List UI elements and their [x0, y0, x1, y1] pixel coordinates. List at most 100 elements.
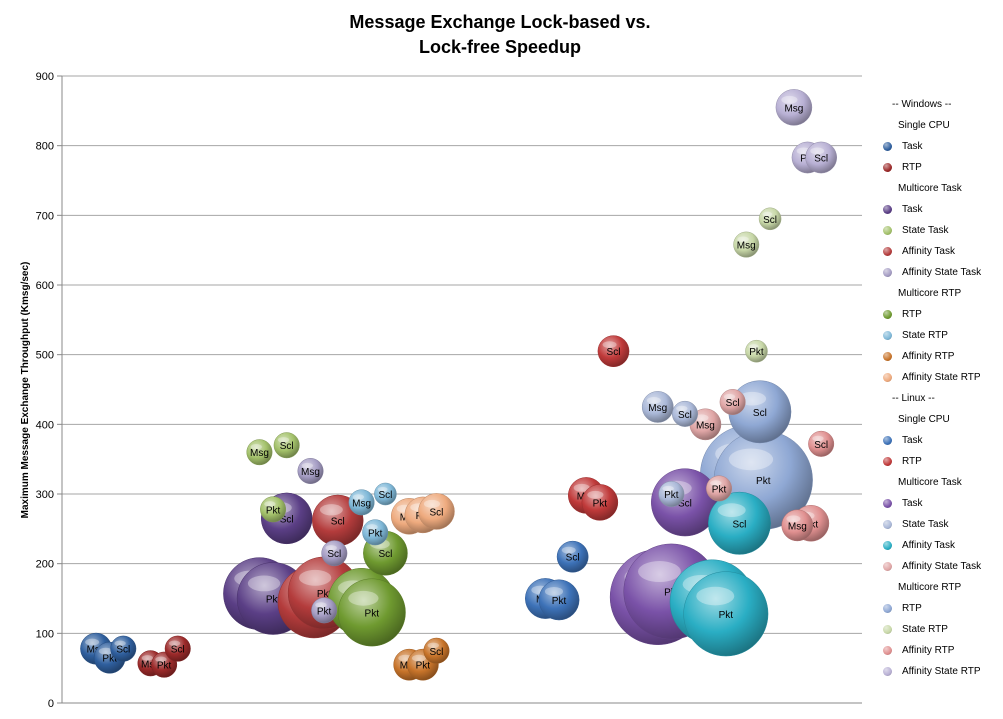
- bubble-windows-state-task-pkt: Pkt: [260, 496, 287, 523]
- bubble-label: Pkt: [552, 596, 567, 607]
- bubble-linux-affinity-state-task-pkt: Pkt: [706, 475, 732, 502]
- bubble-label: Pkt: [749, 347, 764, 358]
- bubble-highlight: [662, 485, 674, 492]
- legend-swatch: [883, 541, 892, 550]
- bubble-linux-task-pkt: Pkt: [538, 579, 580, 621]
- bubble-highlight: [723, 393, 736, 400]
- legend-item: State RTP: [880, 619, 1000, 640]
- legend-label: Multicore RTP: [898, 288, 962, 299]
- bubble-mark: [260, 496, 287, 523]
- legend-swatch: [883, 604, 892, 613]
- legend-label: Task: [902, 498, 923, 509]
- bubble-windows-affinity-state-task-msg: Msg: [297, 458, 324, 484]
- bubble-label: Msg: [250, 448, 269, 459]
- bubble-label: Pkt: [712, 484, 727, 495]
- bubble-linux-affinity-task-pkt: Pkt: [683, 571, 769, 657]
- legend-group: Multicore Task: [880, 178, 1000, 199]
- bubble-label: Pkt: [664, 490, 679, 501]
- bubble-mark: [273, 432, 300, 459]
- bubble-mark: [672, 400, 698, 427]
- bubble-linux-affinity-rtp-msg: Msg: [781, 509, 814, 542]
- bubble-highlight: [638, 561, 681, 583]
- bubble-highlight: [762, 211, 773, 217]
- bubble-highlight: [114, 640, 126, 647]
- bubble-mark: [311, 597, 338, 624]
- bubble-highlight: [676, 405, 688, 412]
- bubble-label: Scl: [116, 645, 130, 656]
- bubble-highlight: [423, 499, 441, 508]
- legend-label: -- Windows --: [892, 99, 952, 110]
- bubble-highlight: [315, 602, 327, 608]
- legend-item: State RTP: [880, 325, 1000, 346]
- y-tick-label: 500: [36, 350, 54, 362]
- bubble-label: Msg: [352, 498, 371, 509]
- legend-label: Task: [902, 435, 923, 446]
- bubbles: MsgPktMsgPktMsgPktMsgPktMsgPktMsgPktSclS…: [80, 89, 837, 681]
- bubble-mark: [538, 579, 580, 621]
- bubble-label: Scl: [331, 516, 345, 527]
- bubble-windows-state-rtp-scl: Scl: [374, 482, 397, 506]
- bubble-label: Scl: [678, 498, 692, 509]
- bubble-mark: [808, 430, 835, 457]
- bubble-highlight: [325, 545, 337, 551]
- legend-swatch: [883, 205, 892, 214]
- bubble-highlight: [348, 590, 379, 606]
- bubble-label: Msg: [141, 659, 160, 670]
- bubble-highlight: [696, 586, 735, 606]
- bubble-label: Scl: [327, 549, 341, 560]
- bubble-mark: [775, 89, 813, 126]
- bubble-highlight: [710, 480, 722, 486]
- legend-label: Task: [902, 204, 923, 215]
- bubble-mark: [641, 391, 674, 423]
- bubble-mark: [758, 207, 782, 231]
- legend-label: Affinity State RTP: [902, 372, 981, 383]
- bubble-label: Pkt: [368, 528, 383, 539]
- legend-swatch: [883, 163, 892, 172]
- bubble-label: Scl: [171, 645, 185, 656]
- bubble-linux-rtp-pkt: Pkt: [581, 484, 619, 521]
- bubble-mark: [362, 519, 389, 546]
- bubble-linux-state-task-msg: Msg: [641, 391, 674, 423]
- legend-label: State RTP: [902, 330, 948, 341]
- bubble-windows-affinity-rtp-scl: Scl: [423, 637, 450, 664]
- bubble-highlight: [812, 435, 824, 442]
- bubble-mark: [745, 339, 768, 363]
- y-tick-label: 0: [48, 698, 54, 710]
- bubble-highlight: [694, 414, 709, 422]
- bubble-windows-state-task-scl: Scl: [273, 432, 300, 459]
- bubble-linux-affinity-task-scl: Scl: [708, 491, 771, 555]
- legend-label: Affinity RTP: [902, 645, 955, 656]
- bubble-windows-affinity-state-rtp-scl: Scl: [418, 493, 455, 530]
- y-tick-label: 400: [36, 419, 54, 431]
- bubble-highlight: [748, 344, 759, 349]
- legend-item: Task: [880, 493, 1000, 514]
- legend-item: RTP: [880, 451, 1000, 472]
- bubble-highlight: [544, 587, 564, 596]
- bubble-label: Pkt: [365, 608, 380, 619]
- bubble-linux-state-task-pkt: Pkt: [658, 481, 685, 507]
- bubble-mark: [556, 540, 589, 573]
- chart-title: Message Exchange Lock-based vs. Lock-fre…: [250, 10, 750, 60]
- bubble-windows-state-rtp-msg: Msg: [348, 489, 375, 516]
- legend-item: Affinity State RTP: [880, 367, 1000, 388]
- legend-header: -- Windows --: [880, 94, 1000, 115]
- bubble-linux-state-task-scl: Scl: [672, 400, 698, 427]
- bubble-label: Pkt: [317, 589, 332, 600]
- bubble-highlight: [98, 647, 113, 655]
- bubble-mark: [733, 231, 760, 258]
- legend-item: Affinity State Task: [880, 556, 1000, 577]
- y-tick-label: 800: [36, 141, 54, 153]
- bubble-label: Scl: [378, 549, 392, 560]
- bubble-highlight: [250, 444, 262, 450]
- legend: -- Windows -- Single CPU Task RTP Multicore …: [880, 94, 1000, 682]
- chart-title-line-1: Message Exchange Lock-based vs.: [349, 12, 651, 32]
- bubble-highlight: [810, 147, 825, 155]
- bubble-label: Scl: [763, 215, 777, 226]
- bubble-mark: [708, 491, 771, 555]
- bubble-mark: [719, 389, 746, 416]
- bubble-highlight: [247, 575, 281, 592]
- legend-label: Single CPU: [898, 414, 950, 425]
- bubble-mark: [581, 484, 619, 521]
- legend-item: Affinity State Task: [880, 262, 1000, 283]
